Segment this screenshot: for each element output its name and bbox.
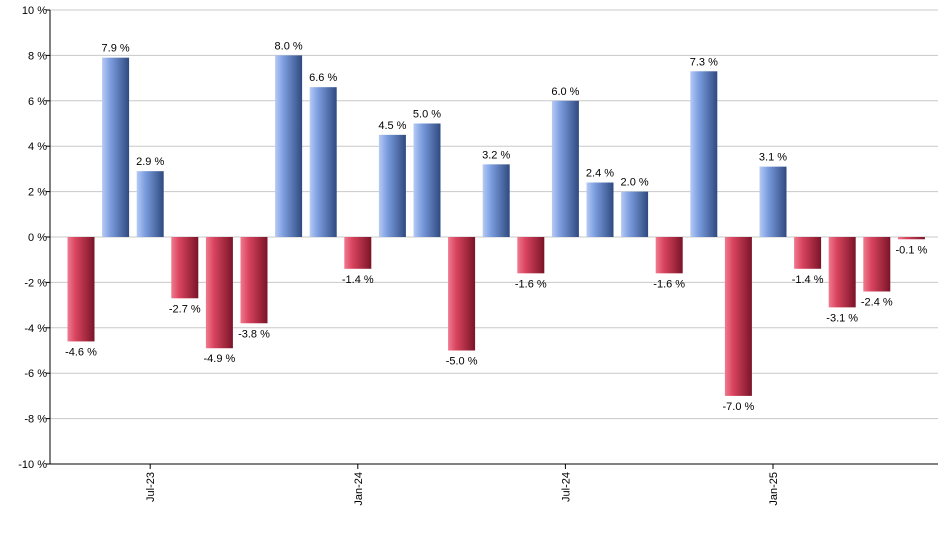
y-tick-label: -6 % (24, 368, 47, 380)
y-tick-label: -10 % (18, 459, 47, 471)
bar-value-label: 7.9 % (102, 43, 130, 55)
bar-value-label: -1.4 % (342, 274, 374, 286)
y-tick-label: 8 % (28, 50, 47, 62)
bar-value-label: -4.6 % (65, 346, 97, 358)
bar-value-label: 6.0 % (551, 86, 579, 98)
bar-value-label: 4.5 % (378, 120, 406, 132)
bar-positive (309, 87, 337, 238)
bar-negative (67, 237, 95, 342)
bar-value-label: -3.8 % (238, 328, 270, 340)
bar-positive (275, 55, 303, 238)
bar-value-label: -4.9 % (204, 353, 236, 365)
bar-positive (102, 57, 130, 237)
bar-value-label: 5.0 % (413, 109, 441, 121)
bar-positive (551, 100, 579, 237)
bar-value-label: 7.3 % (690, 56, 718, 68)
y-tick-label: 0 % (28, 232, 47, 244)
bar-positive (586, 182, 614, 237)
bar-value-label: 2.9 % (136, 156, 164, 168)
bar-value-label: -1.4 % (792, 274, 824, 286)
bar-negative (344, 237, 372, 269)
x-tick-label: Jul-23 (145, 472, 157, 502)
x-tick-label: Jan-25 (768, 472, 780, 506)
x-tick-label: Jul-24 (560, 472, 572, 502)
y-tick-label: 6 % (28, 96, 47, 108)
bar-value-label: 6.6 % (309, 72, 337, 84)
bar-negative (240, 237, 268, 324)
bar-negative (448, 237, 476, 351)
y-tick-label: -2 % (24, 277, 47, 289)
y-tick-label: 2 % (28, 187, 47, 199)
bar-positive (690, 71, 718, 237)
y-tick-label: 10 % (22, 5, 47, 17)
axes (49, 10, 938, 465)
y-tick-label: -4 % (24, 323, 47, 335)
y-tick-label: -8 % (24, 414, 47, 426)
bar-value-label: 2.0 % (621, 177, 649, 189)
bar-value-label: -2.7 % (169, 303, 201, 315)
bar-positive (136, 171, 164, 237)
bar-negative (863, 237, 891, 292)
bars (67, 55, 925, 396)
bar-negative (205, 237, 233, 349)
bar-negative (724, 237, 752, 396)
bar-value-label: 3.2 % (482, 149, 510, 161)
bar-value-label: 8.0 % (275, 40, 303, 52)
bar-value-label: -0.1 % (896, 244, 928, 256)
bar-value-label: -2.4 % (861, 296, 893, 308)
y-axis-tick-labels: -10 % -8 % -6 % -4 % -2 % 0 % 2 % 4 % 6 % 8 % 10 % (18, 5, 50, 471)
bar-negative (828, 237, 856, 308)
bar-value-label: -1.6 % (515, 278, 547, 290)
bar-negative (171, 237, 199, 299)
bar-value-label: -5.0 % (446, 356, 478, 368)
bar-negative (655, 237, 683, 274)
bar-negative (794, 237, 822, 269)
x-tick-label: Jan-24 (353, 472, 365, 506)
bar-positive (413, 123, 441, 237)
x-axis-tick-labels: Jul-23 Jan-24 Jul-24 Jan-25 (145, 464, 780, 506)
bar-negative (517, 237, 545, 274)
bar-value-label: 2.4 % (586, 168, 614, 180)
bar-value-label: 3.1 % (759, 152, 787, 164)
y-tick-label: 4 % (28, 141, 47, 153)
bar-value-label: -1.6 % (653, 278, 685, 290)
bar-positive (378, 134, 406, 237)
bar-positive (621, 191, 649, 237)
bar-value-label: -7.0 % (723, 401, 755, 413)
bar-positive (759, 166, 787, 237)
bar-positive (482, 164, 510, 237)
bar-value-labels: -4.6 % 7.9 % 2.9 % -2.7 % -4.9 % -3.8 % 8.0 % 6… (65, 40, 928, 413)
bar-negative (897, 237, 925, 240)
bar-value-label: -3.1 % (826, 312, 858, 324)
